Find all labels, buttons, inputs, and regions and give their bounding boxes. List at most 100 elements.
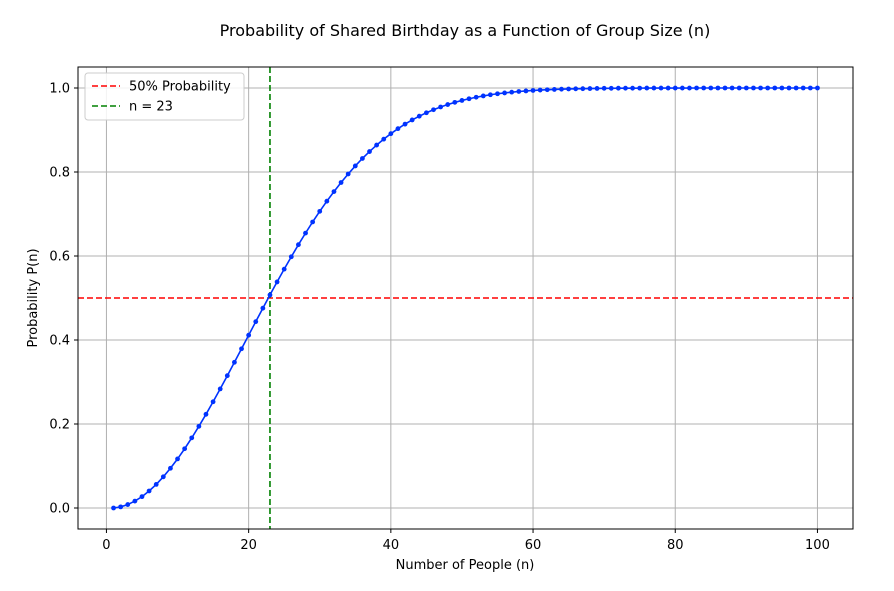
data-point-0-6 bbox=[153, 481, 159, 487]
y-axis-label: Probability P(n) bbox=[26, 248, 41, 347]
data-point-0-0 bbox=[111, 505, 116, 511]
data-point-0-52 bbox=[480, 93, 486, 99]
data-point-0-7 bbox=[160, 474, 166, 480]
data-point-0-86 bbox=[722, 85, 728, 91]
data-point-0-11 bbox=[189, 435, 195, 441]
data-point-0-48 bbox=[452, 99, 458, 105]
data-point-0-17 bbox=[232, 359, 237, 365]
y-tick-label-3: 0.6 bbox=[49, 250, 70, 265]
data-point-0-91 bbox=[758, 85, 763, 91]
data-point-0-67 bbox=[587, 86, 593, 91]
legend-box bbox=[84, 72, 245, 121]
data-point-0-8 bbox=[168, 465, 173, 471]
data-point-0-69 bbox=[601, 85, 607, 91]
data-point-0-89 bbox=[743, 85, 749, 91]
y-tick-label-4: 0.8 bbox=[49, 166, 70, 181]
data-point-0-3 bbox=[132, 498, 138, 504]
data-point-0-37 bbox=[374, 142, 380, 148]
data-point-0-33 bbox=[345, 171, 351, 177]
data-point-0-59 bbox=[530, 88, 536, 93]
data-point-0-18 bbox=[239, 346, 244, 352]
data-point-0-45 bbox=[431, 107, 436, 113]
data-point-0-74 bbox=[637, 85, 643, 91]
series-layer bbox=[111, 85, 820, 511]
data-point-0-36 bbox=[367, 149, 372, 154]
x-tick-label-2: 40 bbox=[383, 538, 400, 553]
data-point-0-50 bbox=[466, 96, 472, 102]
data-point-0-92 bbox=[765, 85, 771, 91]
data-point-0-65 bbox=[573, 86, 579, 92]
data-point-0-27 bbox=[303, 230, 308, 236]
plot-frame bbox=[77, 66, 854, 530]
data-point-0-22 bbox=[267, 292, 273, 298]
data-point-0-28 bbox=[310, 219, 316, 225]
data-point-0-15 bbox=[217, 386, 223, 392]
data-point-0-90 bbox=[751, 85, 756, 91]
data-point-0-49 bbox=[459, 98, 465, 103]
data-point-0-80 bbox=[679, 85, 685, 91]
data-point-0-54 bbox=[495, 91, 500, 97]
data-point-0-73 bbox=[630, 85, 635, 91]
data-point-0-38 bbox=[381, 136, 387, 142]
data-point-0-82 bbox=[694, 85, 699, 91]
data-point-0-55 bbox=[502, 90, 508, 96]
data-point-0-71 bbox=[615, 85, 621, 91]
data-point-0-24 bbox=[281, 266, 287, 272]
data-point-0-76 bbox=[651, 85, 657, 91]
data-point-0-93 bbox=[772, 85, 778, 91]
y-tick-label-5: 1.0 bbox=[49, 82, 70, 97]
data-point-0-25 bbox=[288, 254, 294, 260]
x-axis-label: Number of People (n) bbox=[396, 558, 535, 573]
data-point-0-35 bbox=[360, 156, 365, 161]
data-point-0-12 bbox=[196, 423, 202, 429]
data-point-0-57 bbox=[516, 89, 522, 94]
data-point-0-75 bbox=[644, 85, 650, 91]
data-point-0-40 bbox=[395, 126, 401, 132]
x-tick-label-5: 100 bbox=[805, 538, 830, 553]
x-tick-label-1: 20 bbox=[240, 538, 257, 553]
y-tick-label-2: 0.4 bbox=[49, 334, 70, 349]
data-point-0-39 bbox=[388, 131, 394, 137]
x-tick-label-0: 0 bbox=[102, 538, 110, 553]
series-line-0 bbox=[113, 87, 818, 509]
data-point-0-29 bbox=[317, 208, 323, 214]
data-point-0-60 bbox=[537, 87, 543, 93]
legend-label-50-percent: 50% Probability bbox=[129, 80, 231, 95]
data-point-0-19 bbox=[246, 332, 252, 338]
data-point-0-96 bbox=[793, 85, 799, 91]
data-point-0-87 bbox=[729, 85, 735, 91]
data-point-0-14 bbox=[210, 399, 216, 405]
legend-label-n23: n = 23 bbox=[129, 100, 173, 115]
data-point-0-13 bbox=[203, 411, 209, 417]
data-point-0-94 bbox=[779, 85, 785, 91]
data-point-0-88 bbox=[736, 85, 742, 91]
data-point-0-51 bbox=[473, 94, 479, 100]
y-axis-ticks: 0.0 0.2 0.4 0.6 0.8 1.0 bbox=[49, 82, 78, 517]
reference-lines bbox=[78, 67, 853, 529]
data-point-0-84 bbox=[708, 85, 714, 91]
data-point-0-26 bbox=[296, 242, 301, 248]
x-tick-label-3: 60 bbox=[525, 538, 542, 553]
data-point-0-85 bbox=[715, 85, 721, 91]
data-point-0-23 bbox=[274, 279, 280, 285]
data-point-0-1 bbox=[118, 504, 124, 510]
data-point-0-2 bbox=[125, 502, 131, 507]
data-point-0-56 bbox=[509, 89, 515, 95]
data-point-0-44 bbox=[423, 110, 429, 116]
data-point-0-97 bbox=[800, 85, 806, 91]
data-point-0-41 bbox=[402, 121, 408, 127]
legend: 50% Probability n = 23 bbox=[84, 72, 245, 121]
data-point-0-9 bbox=[175, 456, 180, 462]
x-tick-label-4: 80 bbox=[667, 538, 684, 553]
data-point-0-64 bbox=[566, 86, 571, 92]
data-point-0-5 bbox=[146, 488, 152, 494]
data-point-0-81 bbox=[687, 85, 692, 91]
data-point-0-95 bbox=[786, 85, 792, 91]
data-point-0-43 bbox=[416, 113, 422, 119]
data-point-0-53 bbox=[487, 92, 493, 98]
data-point-0-31 bbox=[331, 189, 337, 195]
data-point-0-99 bbox=[815, 85, 820, 91]
y-tick-label-1: 0.2 bbox=[49, 418, 70, 433]
data-point-0-10 bbox=[182, 446, 188, 452]
